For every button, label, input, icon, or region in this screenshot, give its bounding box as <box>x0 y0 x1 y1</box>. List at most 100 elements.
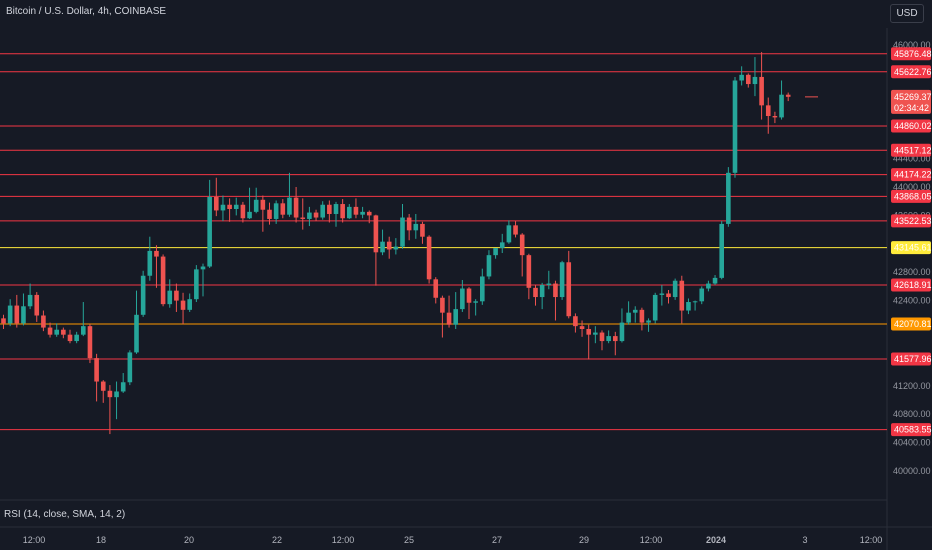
candle[interactable] <box>327 200 332 223</box>
candle[interactable] <box>180 292 186 325</box>
candle[interactable] <box>393 238 399 255</box>
candle[interactable] <box>360 206 365 219</box>
candle[interactable] <box>639 307 645 331</box>
candle[interactable] <box>366 210 372 224</box>
rsi-indicator-label[interactable]: RSI (14, close, SMA, 14, 2) <box>4 509 126 520</box>
candle[interactable] <box>160 254 166 307</box>
candle[interactable] <box>486 250 492 280</box>
candle[interactable] <box>473 299 478 316</box>
candle[interactable] <box>706 280 711 292</box>
candle[interactable] <box>273 200 279 224</box>
candle[interactable] <box>214 177 219 217</box>
candle[interactable] <box>253 187 259 214</box>
candle[interactable] <box>100 380 106 403</box>
candle[interactable] <box>593 326 598 344</box>
candle[interactable] <box>94 353 99 402</box>
candle[interactable] <box>652 292 658 324</box>
candle[interactable] <box>147 236 153 281</box>
candle[interactable] <box>460 280 465 312</box>
candle[interactable] <box>380 229 385 256</box>
candle[interactable] <box>81 302 86 337</box>
candle[interactable] <box>340 199 345 223</box>
currency-button[interactable]: USD <box>890 4 924 23</box>
candle[interactable] <box>619 308 625 343</box>
candle[interactable] <box>739 66 744 86</box>
candle[interactable] <box>7 299 13 327</box>
candle[interactable] <box>519 233 525 277</box>
candle[interactable] <box>107 385 113 435</box>
candle[interactable] <box>746 73 751 88</box>
candle[interactable] <box>300 198 306 230</box>
candle[interactable] <box>400 204 405 249</box>
candle[interactable] <box>167 279 173 308</box>
candle[interactable] <box>719 221 724 280</box>
candle[interactable] <box>493 248 498 259</box>
candle[interactable] <box>513 221 518 238</box>
candle[interactable] <box>386 236 392 259</box>
candle[interactable] <box>74 331 79 344</box>
candle[interactable] <box>599 330 605 351</box>
candle[interactable] <box>712 275 718 285</box>
candle[interactable] <box>646 318 651 332</box>
candle[interactable] <box>353 198 359 219</box>
candle[interactable] <box>579 320 585 337</box>
candle[interactable] <box>726 167 731 227</box>
candle[interactable] <box>420 221 425 244</box>
candle[interactable] <box>699 286 705 305</box>
candle[interactable] <box>613 331 618 356</box>
candle[interactable] <box>247 187 252 219</box>
candle[interactable] <box>559 260 565 300</box>
candle[interactable] <box>140 270 146 317</box>
candle[interactable] <box>220 195 226 222</box>
candle[interactable] <box>453 292 458 329</box>
candle[interactable] <box>207 179 212 268</box>
candle[interactable] <box>566 250 572 319</box>
candle[interactable] <box>666 289 671 304</box>
candle[interactable] <box>466 287 472 320</box>
candle[interactable] <box>233 197 239 216</box>
candle[interactable] <box>539 282 545 310</box>
candle[interactable] <box>586 324 591 360</box>
candle[interactable] <box>313 209 319 222</box>
candle[interactable] <box>426 235 432 284</box>
candle[interactable] <box>267 202 272 225</box>
candle[interactable] <box>606 330 611 344</box>
candle[interactable] <box>446 295 452 328</box>
candle[interactable] <box>320 201 325 220</box>
candle[interactable] <box>114 381 119 420</box>
candle[interactable] <box>127 350 133 386</box>
candle[interactable] <box>785 92 791 102</box>
candle[interactable] <box>120 373 126 393</box>
candle[interactable] <box>406 213 412 241</box>
candle[interactable] <box>772 111 778 124</box>
candle[interactable] <box>134 290 139 354</box>
candle[interactable] <box>692 300 698 311</box>
candle[interactable] <box>413 213 419 239</box>
candle[interactable] <box>626 301 631 325</box>
candle[interactable] <box>14 294 20 328</box>
candle[interactable] <box>686 298 691 315</box>
candle[interactable] <box>227 198 232 222</box>
candle[interactable] <box>499 233 505 254</box>
candle[interactable] <box>765 97 771 134</box>
candle[interactable] <box>752 57 758 97</box>
candle[interactable] <box>240 201 246 223</box>
candle[interactable] <box>67 329 73 344</box>
candle[interactable] <box>526 253 532 300</box>
candle[interactable] <box>194 265 199 303</box>
candle[interactable] <box>34 292 40 322</box>
candle[interactable] <box>553 280 558 321</box>
candle[interactable] <box>546 270 552 290</box>
candle[interactable] <box>533 284 538 306</box>
candle[interactable] <box>573 313 578 333</box>
candle[interactable] <box>280 199 286 219</box>
candle[interactable] <box>659 284 665 306</box>
candle[interactable] <box>433 277 439 304</box>
candle[interactable] <box>373 214 379 286</box>
candle[interactable] <box>47 322 53 338</box>
candle[interactable] <box>632 306 638 323</box>
candle[interactable] <box>260 195 266 232</box>
candle[interactable] <box>732 76 738 178</box>
candle[interactable] <box>293 187 299 223</box>
candle[interactable] <box>1 314 6 329</box>
